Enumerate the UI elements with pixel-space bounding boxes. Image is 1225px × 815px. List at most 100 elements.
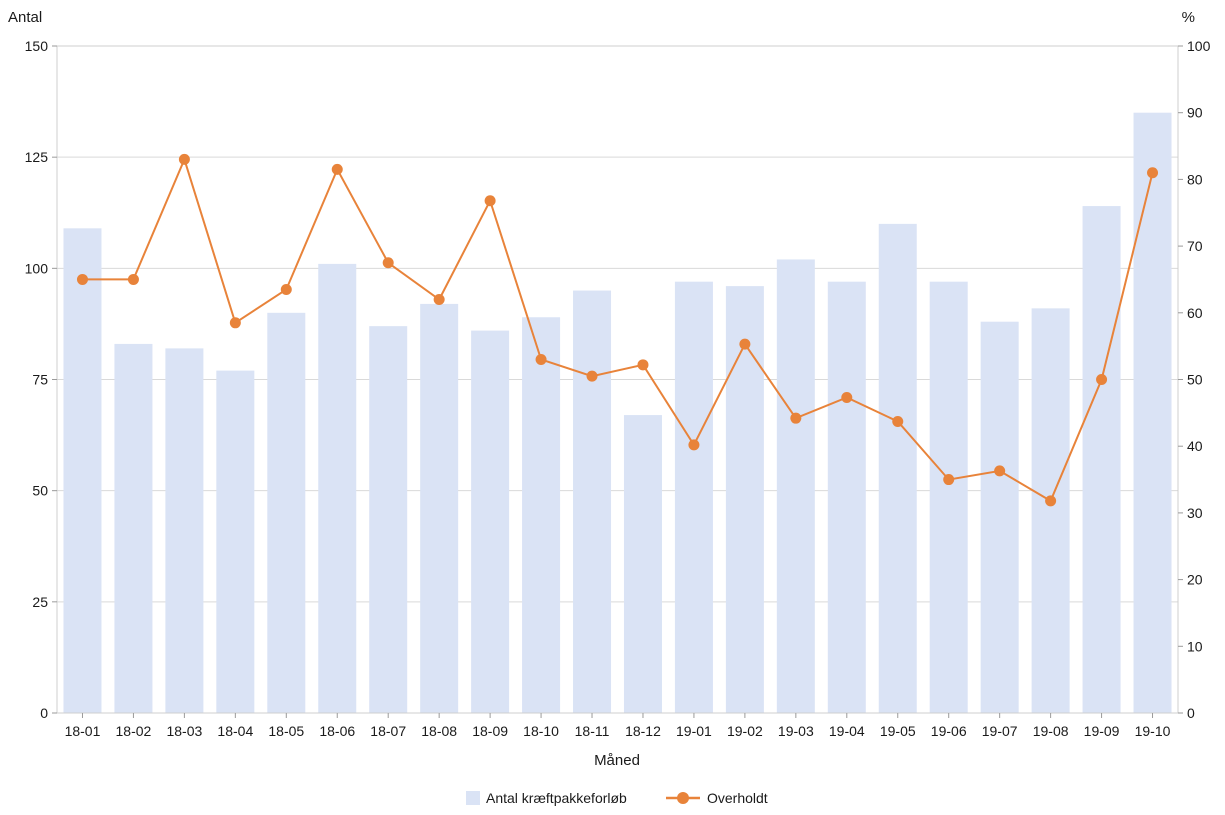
x-tick-label: 18-02: [116, 723, 152, 739]
line-point: [739, 338, 751, 350]
line-point: [688, 439, 700, 451]
legend-label-bars: Antal kræftpakkeforløb: [486, 790, 627, 806]
x-tick-label: 19-08: [1033, 723, 1069, 739]
bar: [1133, 112, 1172, 713]
line-point: [994, 465, 1006, 477]
line-series: [76, 153, 1159, 507]
x-tick-label: 19-04: [829, 723, 865, 739]
left-tick-label: 0: [40, 705, 48, 721]
right-tick-label: 70: [1187, 238, 1203, 254]
left-axis-title: Antal: [8, 9, 42, 26]
line-point: [229, 317, 241, 329]
right-tick-label: 60: [1187, 305, 1203, 321]
x-tick-label: 19-01: [676, 723, 712, 739]
line-point: [382, 257, 394, 269]
line-point: [1096, 374, 1108, 385]
bar: [267, 312, 306, 713]
x-tick-label: 18-01: [65, 723, 101, 739]
bar: [1082, 206, 1121, 713]
line-point: [892, 416, 904, 428]
bar: [165, 348, 204, 713]
x-tick-label: 18-03: [166, 723, 202, 739]
x-tick-label: 18-04: [217, 723, 253, 739]
x-tick-label: 18-12: [625, 723, 661, 739]
line-point: [76, 273, 88, 285]
bar: [420, 303, 459, 713]
line-point: [331, 163, 343, 175]
x-tick-label: 19-10: [1135, 723, 1171, 739]
bar: [63, 228, 102, 713]
left-tick-label: 25: [32, 594, 48, 610]
left-tick-label: 75: [32, 372, 48, 388]
x-tick-label: 18-06: [319, 723, 355, 739]
right-axis-title: %: [1182, 9, 1195, 26]
x-tick-label: 18-05: [268, 723, 304, 739]
line-point: [484, 195, 496, 207]
bar: [114, 343, 153, 713]
left-axis-ticks: 0 25 50 75 100 125 150: [25, 38, 57, 721]
right-axis-ticks: 0 10 20 30 40 50 60 70 80 90 100: [1178, 38, 1211, 721]
x-tick-label: 19-07: [982, 723, 1018, 739]
x-tick-label: 18-08: [421, 723, 457, 739]
bar: [725, 286, 764, 713]
bar: [878, 223, 917, 713]
legend-swatch-bars: [466, 791, 480, 805]
right-tick-label: 80: [1187, 171, 1203, 187]
x-axis-ticks: 18-01 18-02 18-03 18-04 18-05 18-06 18-07 18-08…: [65, 713, 1171, 739]
x-axis-title: Måned: [594, 752, 640, 769]
x-tick-label: 19-06: [931, 723, 967, 739]
x-tick-label: 18-09: [472, 723, 508, 739]
right-tick-label: 20: [1187, 572, 1203, 588]
bar: [522, 317, 561, 713]
bar: [573, 290, 612, 713]
line-point: [637, 359, 649, 371]
bar: [216, 370, 255, 713]
bar: [776, 259, 815, 713]
right-tick-label: 10: [1187, 638, 1203, 654]
x-tick-label: 19-09: [1084, 723, 1120, 739]
legend-label-line: Overholdt: [707, 790, 768, 806]
line-point: [790, 412, 802, 424]
line-point: [841, 392, 853, 404]
line-point: [535, 353, 547, 365]
bar: [369, 326, 408, 713]
right-tick-label: 90: [1187, 105, 1203, 121]
line-point: [433, 293, 445, 305]
right-tick-label: 30: [1187, 505, 1203, 521]
left-tick-label: 125: [25, 149, 49, 165]
bar: [1031, 308, 1070, 713]
x-tick-label: 18-10: [523, 723, 559, 739]
bar: [827, 281, 866, 713]
x-tick-label: 19-03: [778, 723, 814, 739]
line-point: [280, 283, 292, 295]
line-point: [178, 153, 190, 165]
x-tick-label: 19-02: [727, 723, 763, 739]
right-tick-label: 100: [1187, 38, 1211, 54]
line-point: [943, 474, 955, 486]
bar: [674, 281, 713, 713]
x-tick-label: 19-05: [880, 723, 916, 739]
right-tick-label: 50: [1187, 372, 1203, 388]
bar: [471, 330, 510, 713]
right-tick-label: 40: [1187, 438, 1203, 454]
x-tick-label: 18-11: [575, 723, 610, 739]
bar: [623, 415, 662, 713]
left-tick-label: 150: [25, 38, 49, 54]
left-tick-label: 50: [32, 483, 48, 499]
x-tick-label: 18-07: [370, 723, 406, 739]
line-point: [1045, 495, 1057, 507]
bar-series: [63, 112, 1172, 713]
bar: [929, 281, 968, 713]
left-tick-label: 100: [25, 260, 49, 276]
bar: [318, 263, 357, 713]
legend: Antal kræftpakkeforløb Overholdt: [466, 790, 768, 806]
line-point: [1147, 167, 1159, 179]
line-point: [127, 273, 139, 285]
right-tick-label: 0: [1187, 705, 1195, 721]
legend-swatch-marker: [677, 792, 689, 804]
overholdt-line: [82, 156, 1154, 503]
line-point: [586, 370, 598, 382]
bar: [980, 321, 1019, 713]
